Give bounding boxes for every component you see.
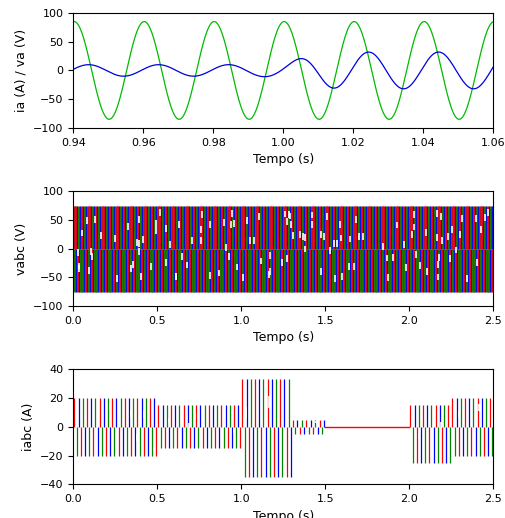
Y-axis label: ia (A) / va (V): ia (A) / va (V) [15, 29, 28, 112]
Y-axis label: vabc (V): vabc (V) [15, 223, 28, 275]
X-axis label: Tempo (s): Tempo (s) [252, 332, 314, 344]
Y-axis label: iabc (A): iabc (A) [22, 402, 34, 451]
X-axis label: Tempo (s): Tempo (s) [252, 510, 314, 518]
X-axis label: Tempo (s): Tempo (s) [252, 153, 314, 166]
